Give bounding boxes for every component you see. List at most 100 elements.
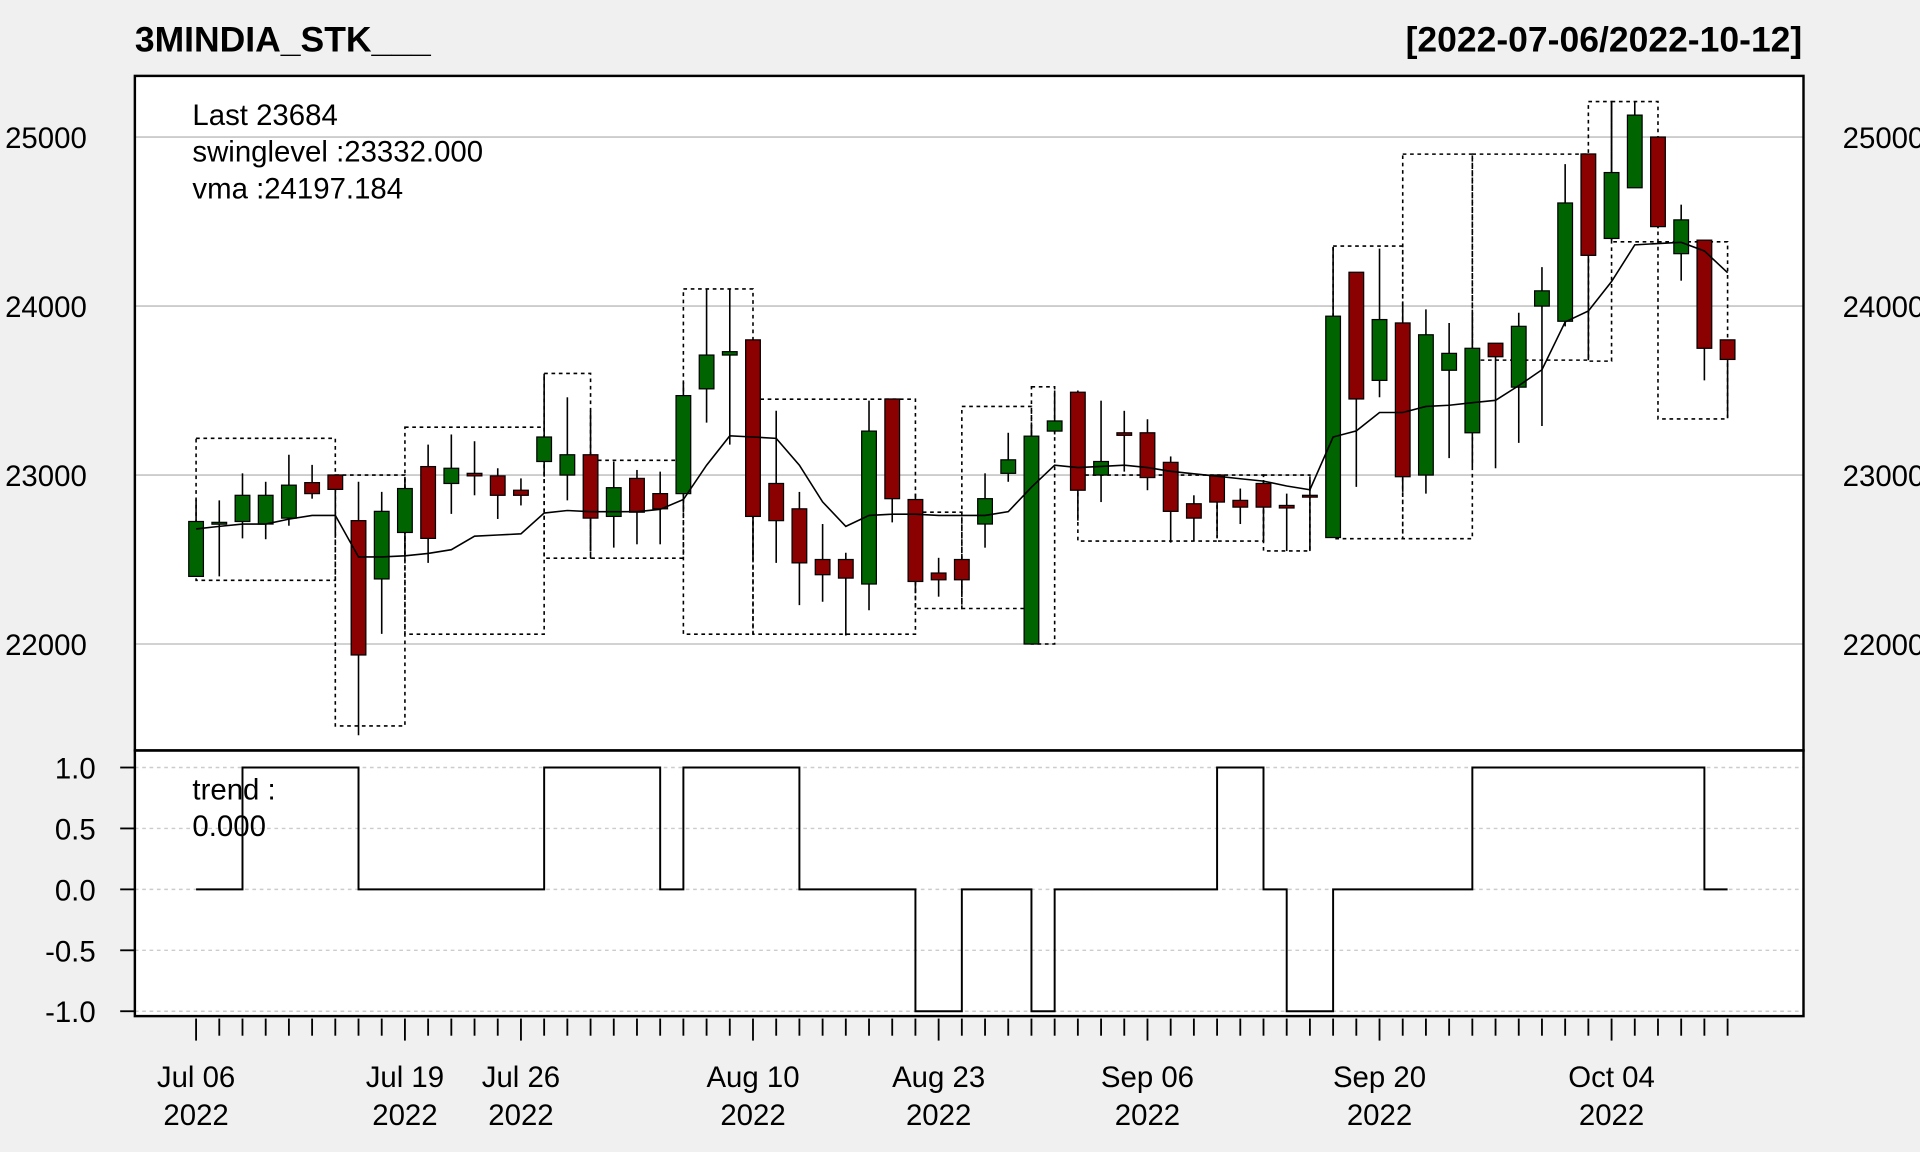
- x-tick-label-line: Sep 20: [1333, 1061, 1426, 1094]
- candle-body: [1557, 202, 1574, 322]
- candle-body: [791, 508, 808, 564]
- candle-body: [745, 339, 761, 518]
- candle-body: [211, 521, 228, 525]
- candle-body: [1650, 136, 1666, 228]
- y2-tick-label: 22000: [1843, 629, 1920, 662]
- candle-body: [907, 498, 924, 583]
- candle-body: [1000, 459, 1017, 474]
- y-tick-label: 1.0: [55, 753, 96, 786]
- x-tick-label-line: Jul 19: [366, 1061, 444, 1094]
- x-tick-label: Sep 06 2022: [1101, 1061, 1194, 1132]
- x-tick-label: Oct 04 2022: [1568, 1061, 1655, 1132]
- x-tick-label: Sep 20 2022: [1333, 1061, 1426, 1132]
- x-tick-label-line: 2022: [720, 1099, 785, 1132]
- candle-body: [1232, 499, 1249, 508]
- chart-subtitle: [2022-07-06/2022-10-12]: [1406, 19, 1803, 59]
- x-tick-label-line: 2022: [1347, 1099, 1412, 1132]
- annotation: vma :24197.184: [192, 172, 403, 205]
- candle-body: [977, 498, 993, 525]
- candle-body: [1116, 432, 1133, 436]
- x-tick-label-line: 2022: [488, 1099, 553, 1132]
- candle-body: [1371, 318, 1388, 382]
- x-tick-label-line: Aug 10: [706, 1061, 799, 1094]
- candle-body: [1348, 271, 1365, 400]
- candle-body: [884, 398, 901, 500]
- candle-body: [1673, 219, 1690, 255]
- candle-body: [1394, 322, 1411, 478]
- candle-body: [1162, 461, 1179, 512]
- candle-body: [1325, 315, 1342, 539]
- candle-body: [350, 520, 367, 656]
- swing-box: [1657, 241, 1729, 420]
- candle-body: [1441, 352, 1458, 371]
- candle-body: [1209, 474, 1226, 503]
- candle-body: [1255, 482, 1272, 508]
- x-tick-label-line: 2022: [906, 1099, 971, 1132]
- y-tick-label: 25000: [5, 122, 87, 155]
- x-tick-label-line: Aug 23: [892, 1061, 985, 1094]
- x-tick-label: Jul 26 2022: [482, 1061, 560, 1132]
- candle-body: [1603, 171, 1620, 240]
- candle-body: [768, 482, 785, 522]
- y-tick-label: 24000: [5, 291, 87, 324]
- candle-body: [1185, 503, 1202, 519]
- x-tick-label-line: Jul 26: [482, 1061, 560, 1094]
- annotation: Last 23684: [192, 99, 337, 132]
- x-tick-label: Jul 06 2022: [157, 1061, 235, 1132]
- candle-body: [420, 465, 437, 540]
- candle-body: [1023, 435, 1040, 645]
- candle-body: [443, 467, 460, 485]
- y2-tick-label: 25000: [1843, 122, 1920, 155]
- candle-body: [698, 354, 715, 390]
- y-tick-label: -1.0: [45, 996, 96, 1029]
- candle-body: [327, 474, 344, 490]
- candle-body: [1533, 290, 1550, 307]
- candle-body: [1139, 432, 1156, 479]
- annotation: trend :: [192, 773, 275, 806]
- candle-body: [257, 494, 274, 525]
- candle-body: [1417, 334, 1434, 476]
- annotation: 0.000: [192, 810, 266, 843]
- candle-body: [373, 510, 390, 580]
- trend-line: [196, 766, 1728, 1013]
- y-tick-label: 22000: [5, 629, 87, 662]
- swing-box: [334, 474, 406, 727]
- candle-body: [536, 436, 553, 463]
- vma-line: [195, 241, 1729, 558]
- chart-title: 3MINDIA_STK___: [135, 19, 432, 59]
- candle-body: [1487, 342, 1504, 358]
- candle-body: [1301, 494, 1318, 498]
- candle-body: [930, 572, 947, 581]
- x-tick-label-line: 2022: [163, 1099, 228, 1132]
- candle-body: [675, 394, 692, 495]
- x-tick-label: Aug 10 2022: [706, 1061, 799, 1132]
- candle-body: [814, 558, 831, 576]
- candle-body: [489, 475, 506, 496]
- candle-body: [1510, 325, 1527, 388]
- candle-body: [1278, 504, 1295, 509]
- y-tick-label: 0.5: [55, 813, 96, 846]
- candle-body: [605, 487, 622, 518]
- candle-body: [1093, 460, 1110, 476]
- candle-body: [1580, 153, 1597, 256]
- y-tick-label: 0.0: [55, 874, 96, 907]
- candle-body: [721, 351, 738, 356]
- x-tick-label-line: 2022: [1115, 1099, 1180, 1132]
- lower-panel-frame: [133, 749, 1805, 1018]
- candle-body: [582, 454, 599, 519]
- candle-body: [188, 520, 205, 578]
- candle-body: [559, 454, 576, 476]
- x-tick-label-line: Sep 06: [1101, 1061, 1194, 1094]
- x-tick-label: Aug 23 2022: [892, 1061, 985, 1132]
- candle-body: [953, 558, 970, 581]
- y2-tick-label: 23000: [1843, 460, 1920, 493]
- candle-body: [466, 472, 483, 477]
- candle-body: [837, 558, 854, 579]
- candle-body: [861, 430, 877, 585]
- y-tick-label: -0.5: [45, 935, 96, 968]
- x-tick-label-line: Jul 06: [157, 1061, 235, 1094]
- y-tick-label: 23000: [5, 460, 87, 493]
- candle-body: [304, 482, 321, 495]
